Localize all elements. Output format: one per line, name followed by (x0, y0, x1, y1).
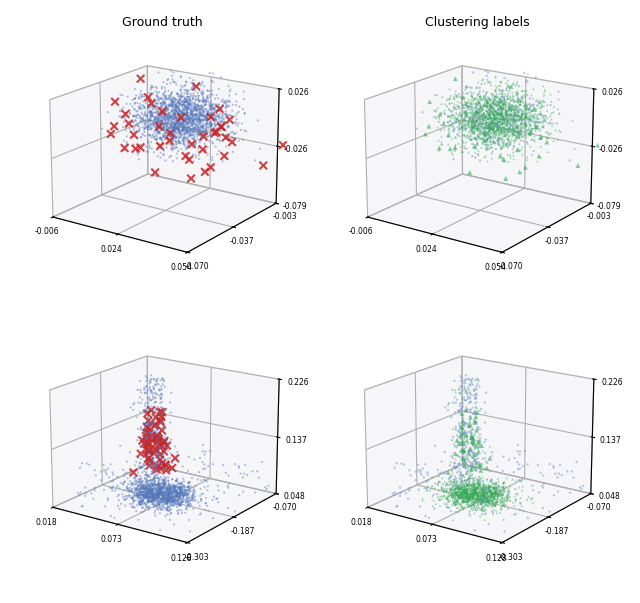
Title: Ground truth: Ground truth (122, 16, 203, 29)
Title: Clustering labels: Clustering labels (425, 16, 530, 29)
